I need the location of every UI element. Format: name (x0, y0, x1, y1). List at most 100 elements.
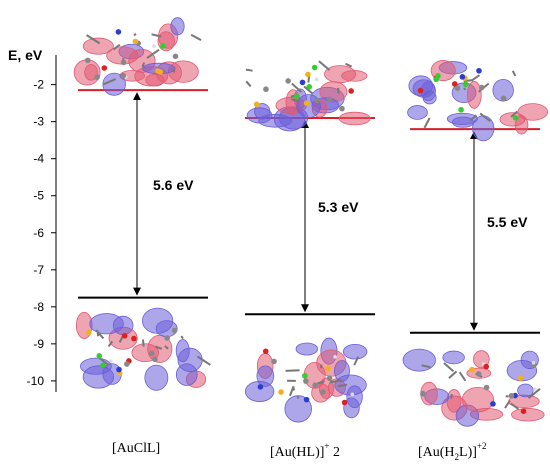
atom (326, 375, 333, 382)
homo-orbital-3 (402, 348, 545, 427)
bond (133, 33, 137, 36)
atom (531, 360, 536, 365)
atom (120, 59, 127, 66)
compound-label-2: [Au(HL)]+ 2 (270, 441, 340, 460)
bond (458, 371, 467, 382)
lumo-orbital-2 (245, 60, 371, 132)
atom (164, 335, 170, 341)
tick-label: -8 (33, 300, 44, 314)
atom (305, 71, 311, 78)
bond (421, 364, 431, 369)
atom (462, 81, 469, 88)
atom (420, 390, 426, 397)
compound-label-3: [Au(H2L)]+2 (418, 441, 487, 462)
atom (160, 43, 166, 49)
atom (458, 106, 464, 113)
axis-title: E, eV (8, 47, 43, 63)
bond (329, 379, 342, 384)
atom (171, 327, 178, 334)
orbital-lobe (295, 342, 319, 356)
atom (116, 366, 122, 373)
atom (500, 95, 507, 102)
atom (293, 93, 300, 100)
atom (131, 335, 137, 342)
gap-label: 5.6 eV (153, 177, 194, 193)
orbital-lobe (112, 315, 134, 336)
bond (470, 74, 481, 82)
atom (320, 389, 326, 395)
atom (262, 348, 269, 355)
orbital-lobe (517, 103, 549, 121)
atom (490, 401, 496, 407)
orbital-lobe (517, 383, 534, 398)
atom (325, 365, 331, 372)
atom (433, 76, 439, 83)
orbital-lobe (446, 112, 478, 125)
bond (86, 34, 101, 45)
bond (99, 357, 110, 366)
atom (120, 72, 127, 79)
orbital-lobe (338, 111, 371, 126)
bond (510, 110, 518, 118)
energy-axis: E, eV -2 -3 -4 -5 -6 -7 -8 -9 -10 (8, 47, 57, 392)
atom (149, 350, 155, 357)
atom (533, 387, 537, 391)
bond (450, 393, 453, 399)
orbital-lobe (442, 350, 465, 365)
atom (303, 396, 310, 403)
tick-label: -5 (33, 189, 44, 203)
bond (164, 345, 169, 350)
atom (96, 353, 103, 359)
atom (278, 389, 284, 395)
orbital-lobe (175, 363, 198, 386)
bond (423, 117, 431, 129)
bond (479, 112, 491, 122)
orbital-lobe (170, 17, 185, 36)
atom (454, 85, 461, 91)
bond (345, 62, 353, 68)
orbital-lobe (102, 72, 126, 96)
atom (478, 84, 485, 91)
atom (306, 83, 313, 90)
atom (459, 74, 466, 80)
gap-label: 5.3 eV (318, 199, 359, 215)
atom (84, 57, 91, 64)
orbital-lobe (341, 70, 368, 82)
atom (508, 393, 515, 399)
bond (196, 355, 211, 366)
atom (303, 378, 309, 384)
atom (469, 366, 475, 373)
orbital-lobe (402, 348, 436, 372)
atom (109, 359, 113, 363)
atom (152, 356, 158, 363)
bond (154, 345, 163, 350)
tick-label: -9 (33, 337, 44, 351)
bond (296, 395, 300, 400)
atom (312, 382, 318, 389)
bond (190, 33, 202, 42)
tick-label: -7 (33, 263, 44, 277)
atom (263, 86, 269, 93)
atom (285, 78, 291, 84)
atom (520, 408, 527, 414)
atom (341, 399, 348, 406)
atom (94, 74, 100, 80)
bond (180, 335, 184, 340)
bond (171, 68, 176, 73)
bond (146, 48, 160, 59)
bond (290, 98, 299, 103)
bond (463, 87, 466, 91)
orbital-lobe (246, 107, 273, 124)
atom (152, 44, 156, 48)
bond (443, 362, 455, 373)
bond (112, 43, 121, 51)
bond (285, 369, 300, 372)
bond (337, 383, 348, 388)
bond (289, 385, 295, 397)
lumo-orbital-3 (407, 60, 549, 142)
tick-label: -4 (33, 152, 44, 166)
atom (417, 87, 424, 94)
bond (527, 388, 541, 399)
orbital-lobe (342, 343, 368, 360)
